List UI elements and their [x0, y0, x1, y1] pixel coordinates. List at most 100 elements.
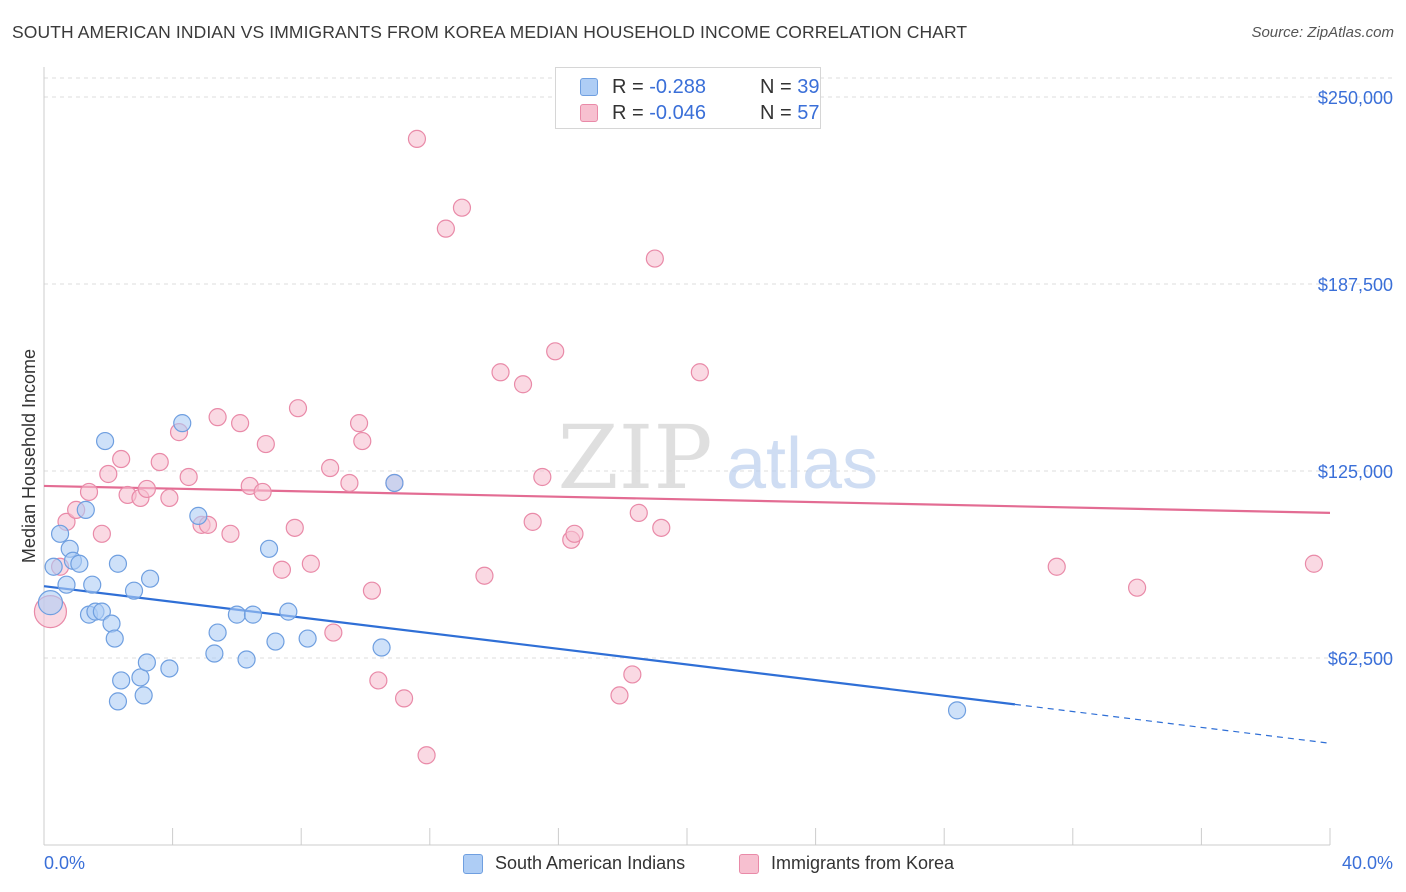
point-immigrants-from-korea — [208, 408, 227, 427]
n-label: N = — [760, 102, 792, 124]
point-south-american-indians — [189, 506, 208, 525]
point-south-american-indians — [112, 671, 131, 690]
point-immigrants-from-korea — [221, 524, 240, 543]
point-south-american-indians — [137, 653, 156, 672]
correlation-legend: R = -0.288 N = 39 R = -0.046 N = 57 — [555, 67, 821, 129]
point-immigrants-from-korea — [417, 746, 436, 765]
point-immigrants-from-korea — [160, 488, 179, 508]
point-immigrants-from-korea — [407, 129, 427, 148]
chart-title: SOUTH AMERICAN INDIAN VS IMMIGRANTS FROM… — [12, 22, 968, 42]
source-credit: Source: ZipAtlas.com — [1251, 24, 1394, 41]
watermark: ZIP atlas — [557, 406, 878, 509]
point-south-american-indians — [105, 629, 124, 648]
point-south-american-indians — [160, 659, 179, 678]
point-south-american-indians — [76, 500, 95, 519]
legend-label: South American Indians — [495, 853, 686, 873]
point-immigrants-from-korea — [179, 467, 198, 487]
watermark-zip: ZIP — [557, 406, 712, 509]
legend-n-pink: N = 57 — [760, 102, 820, 125]
point-immigrants-from-korea — [321, 458, 340, 478]
point-immigrants-from-korea — [610, 686, 629, 705]
point-south-american-indians — [83, 575, 102, 594]
point-immigrants-from-korea — [324, 623, 343, 642]
point-south-american-indians — [205, 644, 224, 663]
point-immigrants-from-korea — [150, 452, 169, 472]
point-south-american-indians — [44, 557, 63, 576]
series-legend: South American Indians Immigrants from K… — [0, 852, 1406, 878]
point-immigrants-from-korea — [513, 375, 533, 394]
point-immigrants-from-korea — [285, 518, 304, 537]
y-axis-title: Median Household Income — [19, 349, 39, 563]
point-immigrants-from-korea — [690, 363, 709, 382]
point-south-american-indians — [102, 614, 121, 633]
y-tick-label: $250,000 — [1318, 88, 1393, 108]
point-immigrants-from-korea — [623, 665, 642, 684]
point-south-american-indians — [243, 605, 263, 624]
point-immigrants-from-korea — [394, 689, 414, 708]
point-south-american-indians — [92, 602, 111, 621]
point-south-american-indians — [140, 569, 160, 588]
r-label: R = — [612, 102, 644, 124]
point-immigrants-from-korea — [565, 524, 584, 543]
r-label: R = — [612, 76, 644, 98]
point-immigrants-from-korea — [523, 512, 542, 531]
point-immigrants-from-korea — [79, 482, 99, 502]
y-tick-label: $187,500 — [1318, 275, 1393, 295]
legend-n-blue: N = 39 — [760, 76, 820, 99]
point-immigrants-from-korea — [546, 342, 565, 361]
point-immigrants-from-korea — [491, 363, 510, 382]
point-immigrants-from-korea — [1127, 578, 1147, 597]
r-value: -0.288 — [649, 76, 706, 98]
blue-swatch — [463, 854, 483, 874]
grid-layer — [44, 77, 1396, 659]
point-immigrants-from-korea — [301, 554, 320, 573]
point-immigrants-from-korea — [92, 524, 111, 543]
axis-labels: $62,500 $125,000 $187,500 $250,000 0.0% 40.0%… — [19, 88, 1393, 873]
point-south-american-indians — [227, 605, 246, 624]
points-layer — [33, 129, 1324, 765]
y-tick-label: $125,000 — [1318, 462, 1393, 482]
point-south-american-indians — [947, 701, 967, 720]
point-south-american-indians — [134, 686, 153, 705]
point-south-american-indians — [131, 668, 150, 687]
watermark-atlas: atlas — [726, 424, 878, 504]
pink-swatch — [580, 104, 598, 122]
point-south-american-indians — [237, 650, 256, 669]
point-immigrants-from-korea — [288, 399, 308, 418]
trendline-south-american-indians — [43, 585, 1016, 706]
y-tick-label: $62,500 — [1328, 649, 1393, 669]
n-label: N = — [760, 76, 792, 98]
point-immigrants-from-korea — [272, 560, 292, 579]
point-immigrants-from-korea — [452, 198, 472, 217]
point-south-american-indians — [50, 524, 70, 543]
point-south-american-indians — [385, 473, 404, 493]
point-south-american-indians — [266, 632, 285, 651]
point-immigrants-from-korea — [340, 473, 359, 493]
point-south-american-indians — [57, 575, 76, 594]
legend-r-blue: R = -0.288 — [612, 76, 706, 99]
n-value: 39 — [797, 76, 820, 98]
point-immigrants-from-korea — [1047, 557, 1066, 576]
point-immigrants-from-korea — [652, 518, 671, 537]
point-immigrants-from-korea — [645, 249, 664, 268]
point-south-american-indians — [37, 590, 64, 616]
point-south-american-indians — [70, 554, 89, 573]
legend-label: Immigrants from Korea — [771, 853, 955, 873]
point-south-american-indians — [259, 539, 279, 558]
point-immigrants-from-korea — [362, 581, 382, 600]
point-immigrants-from-korea — [436, 219, 455, 238]
point-south-american-indians — [95, 431, 115, 451]
point-immigrants-from-korea — [1304, 554, 1324, 573]
pink-swatch — [739, 854, 759, 874]
point-immigrants-from-korea — [629, 503, 648, 522]
point-south-american-indians — [372, 638, 391, 657]
point-south-american-indians — [279, 602, 298, 621]
point-immigrants-from-korea — [112, 449, 131, 469]
n-value: 57 — [797, 102, 820, 124]
point-south-american-indians — [298, 629, 317, 648]
axis-layer — [43, 67, 1331, 846]
x-tick-label-min: 0.0% — [44, 853, 85, 873]
trendline-extension-south-american-indians — [1014, 703, 1331, 744]
point-immigrants-from-korea — [231, 414, 250, 433]
